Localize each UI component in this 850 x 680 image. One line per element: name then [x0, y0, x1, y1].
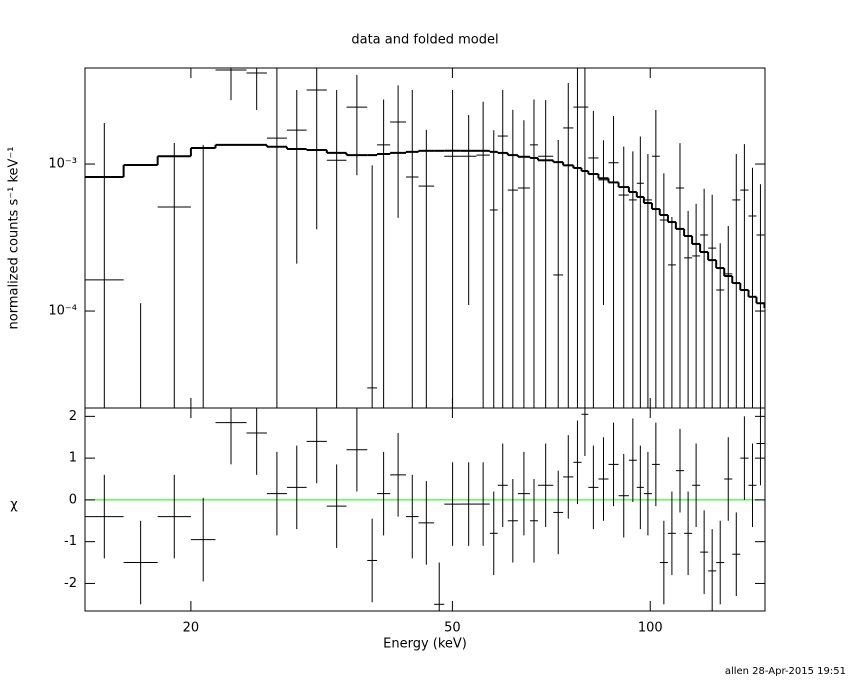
x-axis-label: Energy (keV) — [383, 637, 467, 652]
y-tick-label: -1 — [64, 534, 77, 549]
x-tick-label: 20 — [183, 621, 200, 636]
axes: 20 50 100 10⁻³ 10⁻⁴ -2 -1 0 1 2 — [48, 68, 765, 636]
y-tick-label: 1 — [69, 451, 77, 466]
y-axis-label: χ — [10, 498, 18, 513]
chart-title: data and folded model — [351, 33, 498, 48]
bottom-panel — [85, 408, 765, 611]
y-tick-label: 2 — [69, 409, 77, 424]
y-axis-label: normalized counts s⁻¹ keV⁻¹ — [7, 147, 22, 330]
bottom-frame — [84, 407, 766, 612]
y-tick-label: -2 — [64, 576, 77, 591]
y-tick-label: 10⁻⁴ — [48, 304, 77, 319]
x-tick-label: 100 — [638, 621, 663, 636]
top-panel — [85, 68, 765, 408]
y-tick-label: 10⁻³ — [48, 157, 77, 172]
y-tick-label: 0 — [69, 492, 77, 507]
x-tick-label: 50 — [444, 621, 461, 636]
top-frame — [84, 67, 766, 409]
footer: allen 28-Apr-2015 19:51 — [725, 666, 846, 677]
